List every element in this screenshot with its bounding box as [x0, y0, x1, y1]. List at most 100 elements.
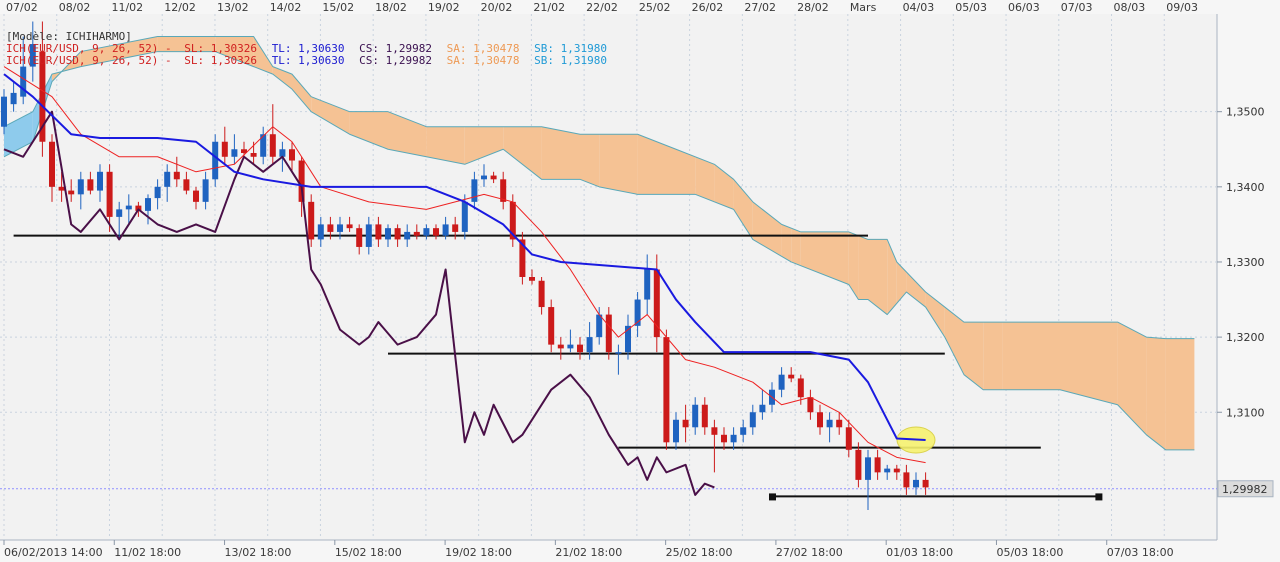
candle-body[interactable] [413, 231, 420, 236]
candle-body[interactable] [567, 344, 574, 349]
candle-body[interactable] [250, 153, 257, 157]
candle-body[interactable] [308, 201, 315, 240]
candle-body[interactable] [87, 179, 94, 191]
candle-body[interactable] [634, 299, 641, 326]
candle-body[interactable] [845, 427, 852, 450]
candle-body[interactable] [500, 179, 507, 202]
candle-body[interactable] [759, 404, 766, 413]
candle-body[interactable] [68, 190, 75, 195]
candle-body[interactable] [289, 149, 295, 161]
candle-body[interactable] [135, 205, 142, 211]
candle-body[interactable] [20, 66, 27, 97]
candle-body[interactable] [10, 92, 17, 105]
candle-body[interactable] [519, 239, 526, 277]
candle-body[interactable] [740, 427, 747, 435]
candle-body[interactable] [711, 427, 718, 435]
candle-body[interactable] [663, 337, 670, 443]
candles[interactable] [1, 21, 929, 510]
candle-body[interactable] [836, 419, 843, 428]
candle-body[interactable] [817, 412, 823, 428]
candle-body[interactable] [865, 457, 871, 480]
candle-body[interactable] [548, 307, 555, 345]
candle-body[interactable] [855, 449, 862, 480]
candle-body[interactable] [586, 337, 593, 353]
candle-body[interactable] [116, 209, 123, 217]
candle-body[interactable] [39, 51, 46, 142]
candle-body[interactable] [682, 419, 689, 428]
candle-body[interactable] [346, 224, 353, 229]
candle-body[interactable] [221, 141, 228, 157]
candle-body[interactable] [423, 228, 430, 236]
candle-body[interactable] [749, 412, 756, 428]
candle-body[interactable] [721, 434, 727, 443]
candle-body[interactable] [97, 171, 103, 191]
candle-body[interactable] [644, 269, 651, 300]
candle-body[interactable] [173, 171, 180, 180]
candle-body[interactable] [241, 149, 247, 154]
candle-body[interactable] [212, 141, 219, 180]
candle-body[interactable] [375, 224, 382, 240]
candle-body[interactable] [356, 228, 363, 247]
candle-body[interactable] [1, 96, 7, 127]
candle-body[interactable] [442, 224, 449, 236]
candle-body[interactable] [653, 269, 660, 338]
candle-body[interactable] [145, 198, 151, 211]
candle-body[interactable] [337, 224, 343, 232]
candle-body[interactable] [452, 224, 459, 232]
candle-body[interactable] [125, 205, 132, 210]
candle-body[interactable] [49, 141, 55, 187]
candle-body[interactable] [164, 171, 171, 187]
candle-body[interactable] [29, 44, 36, 67]
candle-body[interactable] [625, 325, 631, 353]
candle-body[interactable] [298, 160, 305, 202]
candle-body[interactable] [701, 404, 708, 428]
candle-body[interactable] [317, 224, 324, 240]
candle-body[interactable] [903, 472, 910, 488]
candle-body[interactable] [202, 179, 209, 202]
candle-body[interactable] [673, 419, 679, 443]
candle-body[interactable] [884, 468, 891, 473]
candle-body[interactable] [154, 186, 161, 199]
candle-body[interactable] [778, 374, 785, 390]
candle-body[interactable] [269, 134, 276, 157]
candle-body[interactable] [385, 228, 391, 240]
candle-body[interactable] [913, 479, 919, 488]
candle-body[interactable] [577, 344, 583, 353]
candle-body[interactable] [260, 134, 267, 157]
candle-body[interactable] [538, 280, 545, 308]
candle-body[interactable] [231, 149, 238, 157]
candle-body[interactable] [433, 228, 439, 236]
candle-body[interactable] [193, 190, 199, 202]
candle-body[interactable] [788, 374, 795, 379]
candle-body[interactable] [797, 378, 804, 398]
candle-body[interactable] [509, 201, 516, 240]
candle-body[interactable] [596, 314, 603, 338]
candle-body[interactable] [327, 224, 334, 232]
candle-body[interactable] [730, 434, 737, 443]
candle-body[interactable] [605, 314, 612, 353]
candle-body[interactable] [557, 344, 564, 349]
candle-body[interactable] [471, 179, 478, 202]
candle-body[interactable] [279, 149, 286, 157]
candle-body[interactable] [874, 457, 881, 473]
candle-body[interactable] [922, 479, 929, 488]
line-handle[interactable] [769, 493, 776, 501]
candle-body[interactable] [893, 468, 900, 473]
candle-body[interactable] [615, 352, 622, 354]
candle-body[interactable] [394, 228, 401, 240]
candle-body[interactable] [77, 179, 84, 195]
candle-body[interactable] [58, 186, 65, 191]
candle-body[interactable] [490, 175, 497, 180]
candle-body[interactable] [807, 397, 814, 413]
candle-body[interactable] [183, 179, 190, 191]
candle-body[interactable] [365, 224, 372, 247]
line-handle[interactable] [1095, 493, 1103, 501]
candle-body[interactable] [529, 277, 535, 281]
candle-body[interactable] [692, 404, 699, 428]
candle-body[interactable] [106, 171, 113, 217]
candle-body[interactable] [826, 419, 833, 428]
candle-body[interactable] [461, 201, 468, 232]
candle-body[interactable] [404, 231, 411, 240]
candle-body[interactable] [481, 175, 487, 180]
